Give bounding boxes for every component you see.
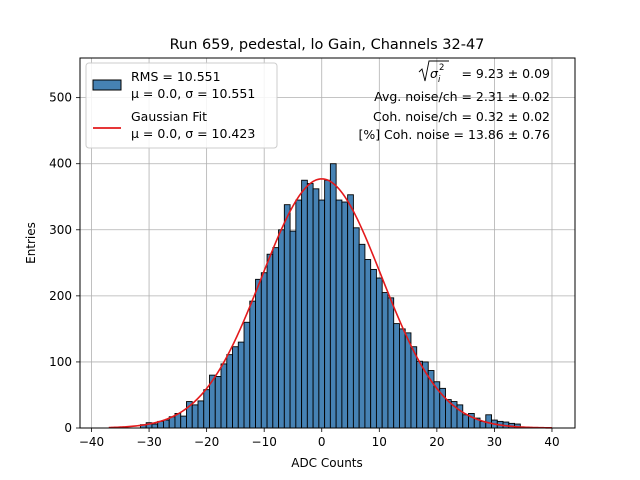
x-tick-label: −40 (79, 435, 104, 449)
histogram-bar (306, 183, 314, 429)
sqrt-sigma-value: = 9.23 ± 0.09 (457, 66, 550, 81)
histogram-bar (163, 419, 170, 429)
histogram-bar (358, 243, 366, 429)
y-tick-label: 200 (49, 289, 72, 303)
y-tick-label: 500 (49, 91, 72, 105)
x-axis-label: ADC Counts (291, 456, 363, 470)
x-tick-label: −30 (136, 435, 161, 449)
histogram-bar (220, 363, 228, 429)
histogram-bar (249, 300, 257, 429)
histogram-bar (289, 230, 297, 429)
histogram-bar (410, 346, 418, 429)
histogram-bar (151, 423, 159, 429)
histogram-bar (375, 277, 383, 429)
histogram-bar (335, 199, 343, 429)
gaussian-fit (108, 178, 552, 429)
y-tick-label: 400 (49, 157, 72, 171)
histogram-bar (312, 188, 320, 429)
histogram-bar (272, 247, 280, 429)
coh-noise-annotation: Coh. noise/ch = 0.32 ± 0.02 (373, 109, 550, 124)
histogram-bar (232, 346, 239, 429)
x-tick-label: −20 (194, 435, 219, 449)
histogram-bar (398, 328, 406, 429)
gaussian-fit-line (108, 178, 552, 429)
legend-histogram-label-line1: RMS = 10.551 (131, 69, 221, 84)
legend-fit-label-line2: μ = 0.0, σ = 10.423 (131, 126, 255, 141)
histogram-bar (370, 268, 377, 429)
y-tick-label: 300 (49, 223, 72, 237)
histogram-bar (214, 376, 222, 429)
histogram-bar (226, 354, 233, 429)
avg-noise-annotation: Avg. noise/ch = 2.31 ± 0.02 (374, 89, 550, 104)
coh-noise-percent-annotation: [%] Coh. noise = 13.86 ± 0.76 (358, 127, 550, 142)
sqrt-symbol-icon (418, 60, 449, 82)
histogram-bars (139, 163, 521, 429)
histogram-bar (283, 204, 291, 429)
legend-histogram-label-line2: μ = 0.0, σ = 10.551 (131, 86, 255, 101)
x-tick-label: 0 (318, 435, 326, 449)
histogram-bar (237, 341, 245, 429)
x-tick-label: 30 (487, 435, 502, 449)
y-tick-label: 100 (49, 355, 72, 369)
histogram-bar (341, 201, 349, 429)
histogram-bar (260, 272, 268, 429)
histogram-bar (180, 415, 187, 429)
histogram-bar (278, 229, 285, 429)
histogram-bar (318, 199, 326, 429)
sqrt-sigma-superscript: 2 (439, 63, 444, 73)
x-tick-label: 10 (372, 435, 387, 449)
legend: RMS = 10.551 μ = 0.0, σ = 10.551 Gaussia… (85, 62, 278, 149)
histogram-bar (381, 292, 389, 429)
x-axis-ticks: −40 −30 −20 −10 0 10 20 30 40 (79, 428, 560, 449)
histogram-bar (329, 163, 337, 429)
histogram-bar (404, 332, 412, 429)
chart-title: Run 659, pedestal, lo Gain, Channels 32-… (170, 37, 485, 53)
sqrt-sigma-symbol: σ (430, 66, 439, 81)
histogram-bar (295, 199, 303, 429)
x-tick-label: 40 (544, 435, 559, 449)
legend-box (85, 62, 278, 149)
legend-histogram-swatch (92, 79, 122, 91)
x-tick-label: 20 (429, 435, 444, 449)
histogram-bar (266, 253, 274, 429)
plot-frame (79, 57, 576, 429)
histogram-bar (352, 227, 360, 429)
noise-annotations: σ i 2 = 9.23 ± 0.09 Avg. noise/ch = 2.31… (358, 60, 550, 142)
histogram-bar (324, 179, 331, 429)
histogram-bar (416, 360, 423, 429)
histogram-bar (203, 389, 210, 429)
sqrt-sigma-subscript: i (438, 75, 441, 85)
histogram-bar (347, 194, 354, 429)
histogram-bar (243, 321, 251, 429)
histogram-bar (462, 414, 469, 429)
y-axis-label: Entries (24, 222, 38, 264)
histogram-bar (485, 414, 492, 429)
histogram-bar (255, 278, 262, 429)
histogram-bar (364, 259, 372, 429)
legend-fit-label-line1: Gaussian Fit (131, 109, 207, 124)
histogram-bar (191, 404, 199, 429)
histogram-bar (301, 179, 308, 429)
y-tick-label: 0 (64, 421, 72, 435)
histogram-bar (387, 297, 395, 429)
histogram-bar (393, 323, 400, 429)
histogram-bar (197, 400, 205, 429)
x-tick-label: −10 (252, 435, 277, 449)
y-axis-ticks: 0 100 200 300 400 500 (49, 91, 80, 435)
